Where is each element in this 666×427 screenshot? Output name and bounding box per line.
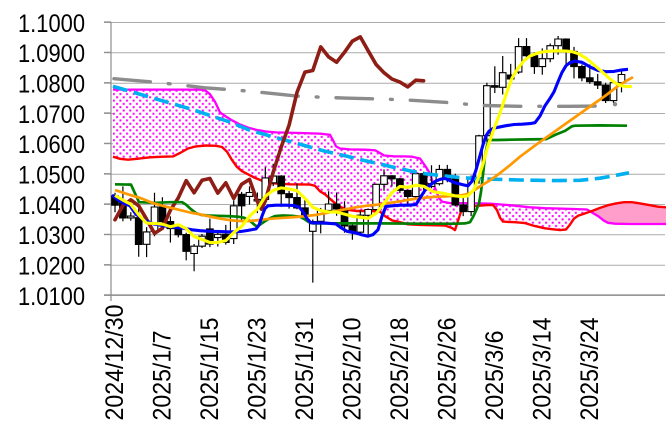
svg-text:2025/2/26: 2025/2/26 [435,318,462,421]
svg-text:2025/1/15: 2025/1/15 [197,318,224,421]
svg-text:2024/12/30: 2024/12/30 [102,305,129,421]
svg-text:1.0900: 1.0900 [18,40,85,68]
svg-text:1.1000: 1.1000 [18,10,85,38]
svg-text:1.0100: 1.0100 [18,283,85,311]
svg-text:2025/2/10: 2025/2/10 [340,318,367,421]
svg-text:2025/3/14: 2025/3/14 [530,318,557,421]
svg-text:2025/1/23: 2025/1/23 [245,318,272,421]
svg-text:1.0400: 1.0400 [18,192,85,220]
svg-text:2025/2/18: 2025/2/18 [387,318,414,421]
svg-text:1.0700: 1.0700 [18,101,85,129]
svg-text:1.0800: 1.0800 [18,71,85,99]
svg-text:1.0600: 1.0600 [18,131,85,159]
svg-text:2025/3/24: 2025/3/24 [577,318,604,421]
svg-text:2025/1/7: 2025/1/7 [150,331,177,421]
svg-text:1.0300: 1.0300 [18,222,85,250]
svg-text:1.0500: 1.0500 [18,162,85,190]
svg-text:2025/3/6: 2025/3/6 [482,331,509,421]
svg-text:2025/1/31: 2025/1/31 [292,318,319,421]
svg-text:1.0200: 1.0200 [18,253,85,281]
